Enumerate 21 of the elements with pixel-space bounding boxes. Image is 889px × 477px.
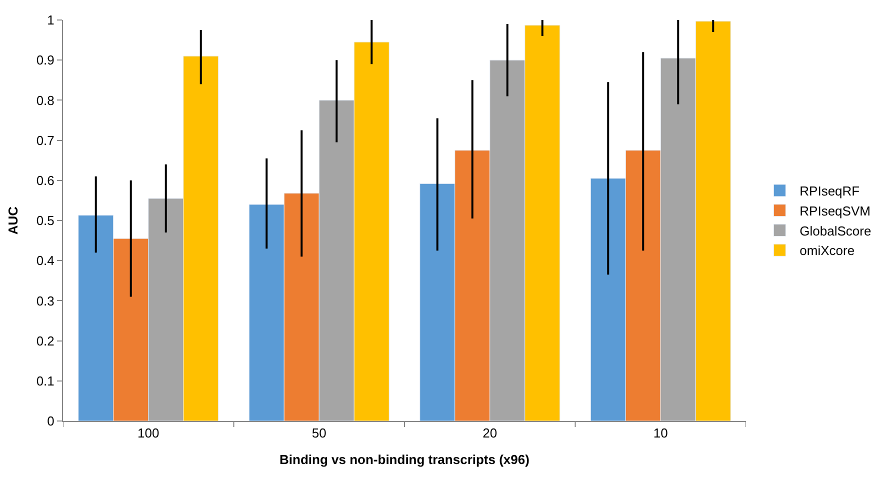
legend-label: GlobalScore [800,223,872,238]
legend-label: RPIseqRF [800,184,860,199]
y-tick-label: 0.7 [36,132,54,148]
x-tick-label: 100 [138,426,160,441]
x-tick-label: 50 [312,426,326,441]
y-tick-label: 0.4 [36,253,54,268]
y-tick-label: 0.8 [36,92,54,108]
y-tick-label: 0.6 [36,172,54,188]
y-tick-label: 0.2 [36,333,54,348]
x-tick-label: 20 [482,426,498,441]
y-tick-label: 0.5 [36,213,54,228]
x-tick-label: 10 [653,426,668,441]
y-tick-label: 0 [47,414,54,429]
y-axis-title: AUC [5,206,20,235]
y-tick-label: 0.3 [36,293,54,308]
y-tick-label: 0.9 [36,52,54,68]
x-axis-title: Binding vs non-binding transcripts (x96) [280,452,530,468]
y-tick-label: 1 [47,12,54,28]
legend-label: RPIseqSVM [800,203,870,218]
legend-label: omiXcore [800,243,855,258]
y-tick-label: 0.1 [36,373,54,388]
